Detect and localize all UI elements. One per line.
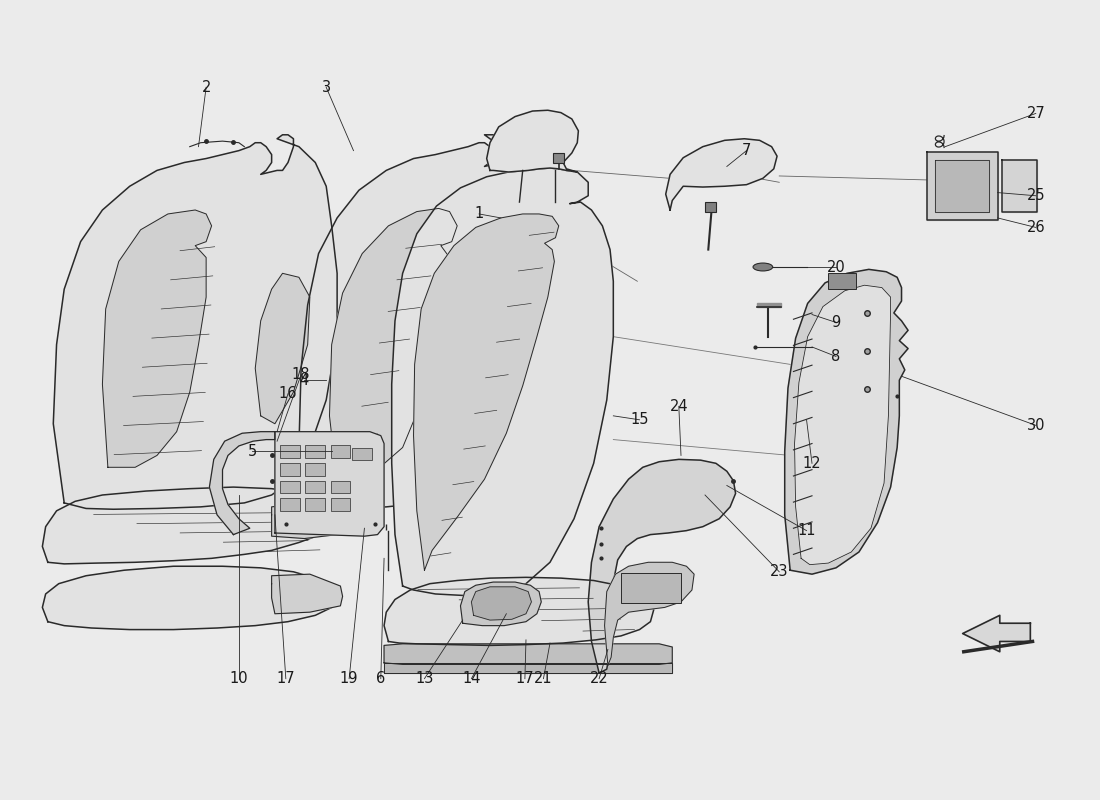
Polygon shape	[392, 168, 614, 595]
Bar	[621, 574, 681, 603]
Text: 9: 9	[832, 315, 840, 330]
Polygon shape	[605, 562, 694, 666]
Bar	[306, 445, 326, 458]
Polygon shape	[53, 134, 337, 510]
Bar	[280, 445, 300, 458]
Polygon shape	[666, 138, 777, 210]
Text: 12: 12	[803, 456, 822, 471]
Polygon shape	[272, 503, 342, 538]
Polygon shape	[784, 270, 909, 574]
Text: 30: 30	[1026, 418, 1045, 433]
Text: 21: 21	[535, 671, 553, 686]
Text: 13: 13	[416, 671, 433, 686]
Polygon shape	[472, 286, 515, 432]
Text: 17: 17	[276, 671, 295, 686]
Text: 6: 6	[376, 671, 385, 686]
Polygon shape	[1002, 160, 1037, 211]
Bar	[331, 498, 350, 511]
Polygon shape	[43, 566, 337, 630]
Text: 27: 27	[1026, 106, 1045, 121]
Ellipse shape	[754, 263, 772, 271]
Polygon shape	[486, 110, 579, 172]
Polygon shape	[588, 459, 736, 673]
Polygon shape	[102, 210, 211, 467]
Text: 10: 10	[230, 671, 249, 686]
Polygon shape	[472, 587, 531, 620]
Text: 19: 19	[340, 671, 359, 686]
Polygon shape	[275, 432, 384, 536]
Polygon shape	[255, 274, 310, 424]
Polygon shape	[272, 574, 342, 614]
Text: 1: 1	[474, 206, 484, 222]
Bar	[280, 498, 300, 511]
Bar	[280, 481, 300, 494]
Polygon shape	[299, 134, 522, 509]
Bar	[828, 274, 856, 289]
Polygon shape	[935, 160, 989, 211]
Text: 4: 4	[299, 373, 309, 388]
Text: 22: 22	[590, 671, 608, 686]
Bar	[280, 463, 300, 476]
Polygon shape	[758, 303, 781, 307]
Bar	[331, 481, 350, 494]
Text: 11: 11	[798, 523, 816, 538]
Text: 26: 26	[1026, 220, 1045, 235]
Bar	[306, 481, 326, 494]
Polygon shape	[962, 615, 1031, 652]
Polygon shape	[461, 582, 541, 626]
Polygon shape	[209, 432, 275, 534]
Text: 24: 24	[670, 399, 689, 414]
Text: 7: 7	[741, 143, 751, 158]
Bar	[705, 202, 716, 211]
Polygon shape	[926, 152, 998, 219]
Text: 8: 8	[832, 349, 840, 364]
Text: 15: 15	[630, 412, 649, 427]
Text: 23: 23	[770, 564, 789, 579]
Bar	[306, 463, 326, 476]
Text: 17: 17	[516, 671, 535, 686]
Text: 25: 25	[1026, 188, 1045, 203]
Polygon shape	[384, 578, 653, 646]
Polygon shape	[43, 487, 337, 564]
Text: 20: 20	[826, 259, 846, 274]
Text: 14: 14	[462, 671, 481, 686]
Bar	[331, 445, 350, 458]
Polygon shape	[414, 214, 559, 570]
Polygon shape	[794, 286, 891, 565]
Text: 5: 5	[248, 444, 256, 459]
Polygon shape	[384, 644, 672, 665]
Polygon shape	[330, 209, 458, 485]
Text: 2: 2	[201, 80, 211, 94]
Text: 3: 3	[321, 80, 331, 94]
Text: 18: 18	[292, 367, 310, 382]
Polygon shape	[384, 663, 672, 673]
Bar	[352, 447, 372, 460]
Text: 16: 16	[278, 386, 297, 401]
Bar	[553, 153, 564, 162]
Bar	[306, 498, 326, 511]
